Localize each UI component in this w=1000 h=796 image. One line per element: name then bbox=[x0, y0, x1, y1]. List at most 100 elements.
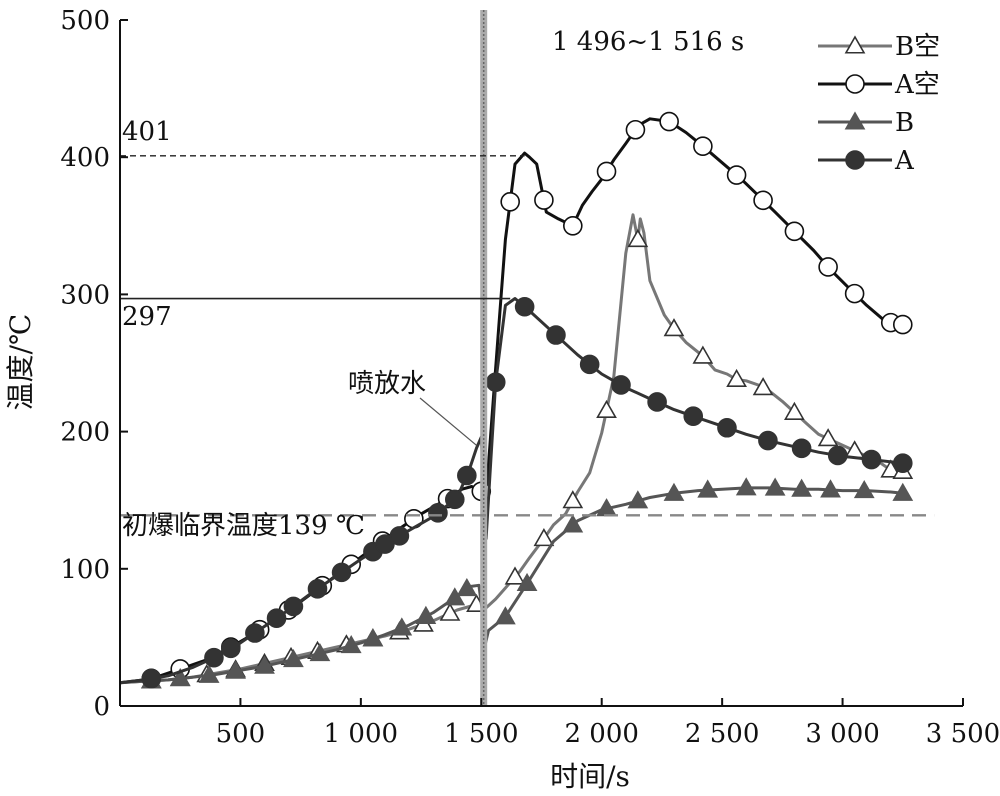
annotation-layer bbox=[120, 10, 935, 706]
data-point bbox=[375, 534, 395, 554]
data-point bbox=[283, 649, 304, 668]
data-point bbox=[861, 449, 882, 470]
axes-layer: 0 100 200 300 400 500 500 1 000 1 500 2 000 2 500 3… bbox=[60, 6, 1000, 749]
y-tick-label: 0 bbox=[93, 692, 110, 722]
legend-entry-2: B bbox=[818, 108, 914, 138]
data-point bbox=[266, 608, 287, 628]
x-tick-label: 1 500 bbox=[444, 719, 518, 749]
legend-marker bbox=[845, 150, 865, 170]
legend-marker bbox=[844, 35, 866, 54]
data-point bbox=[596, 161, 617, 182]
data-point bbox=[697, 479, 719, 498]
data-point bbox=[663, 318, 685, 337]
data-point bbox=[562, 490, 584, 509]
data-point bbox=[225, 660, 246, 679]
data-point bbox=[853, 479, 875, 499]
data-point bbox=[439, 602, 461, 621]
data-point bbox=[362, 628, 384, 647]
data-point bbox=[817, 428, 839, 447]
data-point bbox=[245, 623, 265, 643]
data-point bbox=[627, 228, 649, 248]
data-point bbox=[726, 368, 747, 388]
data-point bbox=[693, 136, 713, 157]
x-tick-label: 3 500 bbox=[926, 719, 1000, 749]
data-point bbox=[254, 655, 275, 674]
data-point bbox=[389, 526, 410, 546]
data-point bbox=[307, 579, 328, 599]
y-tick-label: 500 bbox=[60, 6, 110, 36]
data-point bbox=[516, 572, 538, 592]
data-point bbox=[844, 283, 865, 304]
water-spray-leader bbox=[419, 397, 477, 446]
data-point bbox=[752, 377, 774, 396]
data-point bbox=[791, 478, 813, 497]
x-tick-label: 2 000 bbox=[564, 719, 638, 749]
data-point bbox=[546, 325, 566, 345]
time-window-annotation: 1 496~1 516 s bbox=[552, 27, 744, 57]
legend-marker bbox=[845, 74, 865, 94]
data-point bbox=[659, 111, 679, 132]
data-point bbox=[683, 406, 704, 427]
data-point bbox=[818, 257, 838, 277]
data-point bbox=[579, 354, 600, 375]
data-point bbox=[533, 528, 555, 547]
legend-label: A空 bbox=[894, 70, 940, 100]
data-point bbox=[331, 562, 352, 583]
data-point bbox=[504, 566, 526, 585]
data-point bbox=[562, 514, 584, 533]
data-point bbox=[692, 345, 714, 364]
data-point bbox=[391, 617, 413, 636]
y-tick-label: 100 bbox=[60, 555, 110, 585]
legend-label: A bbox=[894, 146, 915, 176]
data-point bbox=[485, 372, 506, 393]
data-point bbox=[625, 119, 646, 140]
data-point bbox=[892, 453, 913, 473]
legend-marker bbox=[844, 111, 866, 130]
y-tick-label: 200 bbox=[60, 418, 110, 448]
data-point bbox=[563, 216, 583, 236]
data-point bbox=[415, 605, 437, 624]
data-point bbox=[500, 191, 520, 212]
data-point bbox=[611, 375, 631, 395]
data-point bbox=[220, 638, 241, 659]
data-point bbox=[758, 430, 778, 451]
data-point bbox=[844, 440, 865, 459]
data-point bbox=[784, 401, 805, 420]
data-point bbox=[456, 577, 478, 597]
peak-a-label: 297 bbox=[122, 302, 172, 332]
data-point bbox=[198, 664, 220, 683]
legend-entry-0: B空 bbox=[818, 32, 940, 62]
data-point bbox=[204, 647, 224, 668]
x-tick-label: 500 bbox=[216, 719, 266, 749]
series-line-3 bbox=[119, 297, 903, 685]
data-point bbox=[784, 221, 805, 242]
data-point bbox=[283, 596, 304, 617]
data-point bbox=[141, 668, 162, 689]
data-point bbox=[717, 417, 737, 438]
legend: B空 A空 BA bbox=[818, 32, 940, 176]
data-point bbox=[444, 489, 465, 510]
data-point bbox=[764, 477, 786, 496]
series-layer bbox=[119, 111, 914, 689]
data-point bbox=[726, 165, 747, 185]
data-point bbox=[735, 477, 757, 496]
data-point bbox=[428, 503, 448, 523]
legend-label: B空 bbox=[895, 32, 940, 62]
data-point bbox=[627, 490, 649, 509]
critical-temp-label: 初爆临界温度139 ℃ bbox=[122, 511, 365, 541]
data-point bbox=[892, 314, 913, 335]
x-tick-label: 3 000 bbox=[805, 719, 879, 749]
data-point bbox=[827, 445, 848, 466]
data-point bbox=[791, 438, 812, 459]
legend-entry-1: A空 bbox=[818, 70, 940, 100]
water-spray-annotation: 喷放水 bbox=[348, 369, 426, 399]
data-point bbox=[820, 479, 841, 498]
data-point bbox=[457, 465, 477, 486]
legend-entry-3: A bbox=[818, 146, 915, 176]
y-axis-title: 温度/℃ bbox=[4, 314, 37, 411]
data-point bbox=[309, 642, 331, 662]
data-point bbox=[444, 587, 466, 606]
series-line-0 bbox=[119, 213, 903, 685]
series-3 bbox=[119, 296, 913, 689]
